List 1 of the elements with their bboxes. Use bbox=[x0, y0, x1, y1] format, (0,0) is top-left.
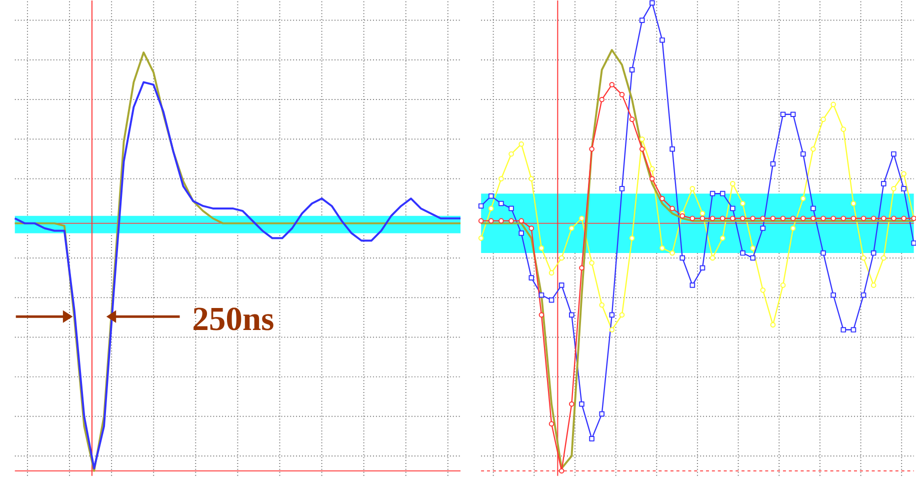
annotation: 250ns bbox=[194, 308, 274, 330]
